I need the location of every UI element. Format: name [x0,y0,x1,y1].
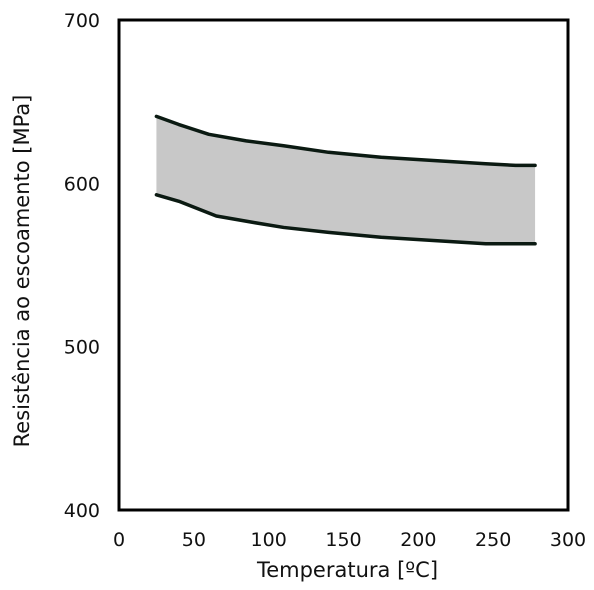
y-tick-label: 600 [64,173,100,195]
band-area [156,116,536,244]
x-tick-label: 150 [325,529,361,551]
x-tick-label: 300 [550,529,586,551]
series-line-lower [154,193,537,246]
band-layer [156,116,536,244]
y-axis-title: Resistência ao escoamento [MPa] [10,95,34,448]
x-tick-label: 50 [182,529,206,551]
plot-frame [117,18,570,512]
y-tick-label: 700 [64,10,100,32]
x-tick-label: 250 [475,529,511,551]
series-line-upper [154,114,537,168]
y-tick-label: 500 [64,337,100,359]
x-tick-label: 0 [113,529,125,551]
tick-layer: 0 50 100 150 200 250 300 400 500 600 700 [64,10,586,551]
series-layer [154,114,537,246]
x-axis-title: Temperatura [ºC] [256,558,438,582]
x-tick-label: 100 [251,529,287,551]
y-tick-label: 400 [64,500,100,522]
x-tick-label: 200 [400,529,436,551]
